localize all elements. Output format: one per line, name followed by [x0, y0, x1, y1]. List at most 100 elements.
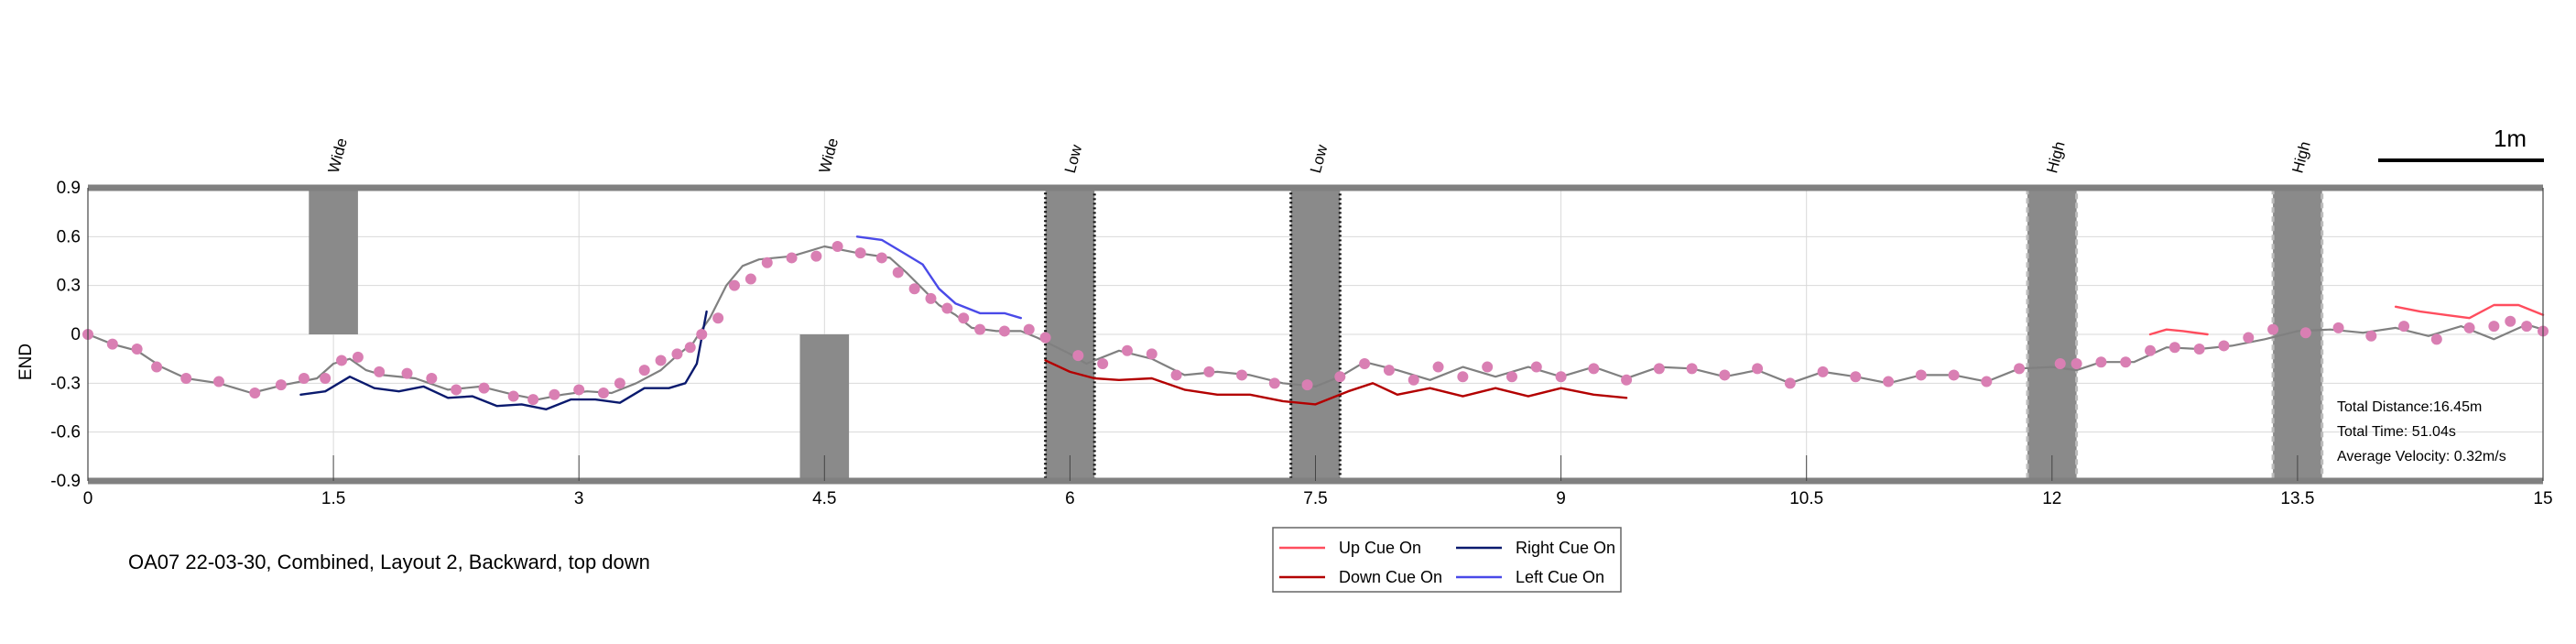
- sample-point: [810, 250, 822, 262]
- y-tick-label: 0.3: [57, 277, 81, 296]
- figure-caption: OA07 22-03-30, Combined, Layout 2, Backw…: [128, 551, 650, 573]
- obstacle-label-wide-1: Wide: [816, 136, 842, 175]
- x-tick-label: 0: [83, 489, 93, 508]
- obstacle-label-wide-0: Wide: [325, 136, 351, 175]
- sample-point: [352, 351, 364, 363]
- sample-point: [1236, 369, 1248, 381]
- y-tick-label: -0.3: [50, 374, 81, 393]
- sample-point: [786, 252, 798, 264]
- sample-point: [2243, 332, 2255, 344]
- obstacle-low-2: [1044, 186, 1096, 483]
- x-tick-label: 3: [574, 489, 584, 508]
- x-tick-label: 9: [1556, 489, 1566, 508]
- x-tick-label: 6: [1065, 489, 1075, 508]
- x-tick-label: 12: [2042, 489, 2061, 508]
- sample-point: [2430, 333, 2442, 345]
- sample-point: [2014, 363, 2026, 375]
- sample-point: [1408, 374, 1419, 386]
- sample-point: [2193, 344, 2205, 355]
- series-line-down-cue-on: [1044, 359, 1628, 406]
- obstacle-label-low-3: Low: [1307, 142, 1331, 175]
- sample-point: [1097, 358, 1109, 369]
- scale-bar-label: 1m: [2494, 125, 2527, 152]
- sample-point: [2168, 342, 2180, 354]
- legend: Up Cue On Right Cue On Down Cue On Left …: [1272, 527, 1622, 593]
- sample-point: [1588, 363, 1600, 375]
- series-line-left-cue-on: [855, 235, 1022, 320]
- sample-point: [1170, 369, 1182, 381]
- series-line-path: [86, 245, 2545, 401]
- sample-points: [82, 241, 2549, 406]
- sample-point: [212, 376, 224, 387]
- y-tick-label: 0.9: [57, 179, 81, 198]
- series-line-right-cue-on: [299, 310, 708, 410]
- sample-point: [1555, 371, 1567, 383]
- sample-point: [1883, 376, 1895, 387]
- sample-point: [1850, 371, 1862, 383]
- sample-point: [958, 312, 970, 324]
- sample-point: [1121, 344, 1133, 356]
- y-axis-label: END: [16, 344, 36, 380]
- sample-point: [2521, 321, 2533, 333]
- sample-point: [2299, 327, 2311, 339]
- sample-point: [908, 283, 920, 295]
- sample-point: [2505, 315, 2516, 327]
- sample-point: [549, 388, 560, 400]
- sample-point: [2218, 340, 2230, 352]
- x-tick-label: 7.5: [1303, 489, 1327, 508]
- sample-point: [1653, 363, 1665, 375]
- sample-point: [974, 323, 986, 335]
- legend-box: [1272, 527, 1622, 593]
- sample-point: [1752, 363, 1764, 375]
- sample-point: [1621, 374, 1633, 386]
- sample-point: [1719, 369, 1731, 381]
- stat-velocity: Average Velocity: 0.32m/s: [2337, 449, 2506, 464]
- sample-point: [1359, 358, 1371, 369]
- sample-point: [941, 302, 953, 314]
- sample-point: [1334, 371, 1346, 383]
- tick-labels: 0 1.5 3 4.5 6 7.5 9 10.5 12 13.5 15 0.9 0.6 0.3 0 -0.3 -…: [50, 179, 2552, 508]
- sample-point: [1023, 323, 1035, 335]
- sample-point: [1072, 350, 1084, 362]
- series-lines: [86, 235, 2545, 410]
- sample-point: [761, 257, 773, 268]
- sample-point: [998, 325, 1010, 337]
- y-tick-label: 0.6: [57, 227, 81, 246]
- sample-point: [298, 373, 310, 384]
- sample-point: [598, 387, 610, 398]
- sample-point: [892, 267, 904, 278]
- sample-point: [374, 366, 386, 377]
- sample-point: [451, 384, 462, 396]
- series-line-up-cue-on: [2394, 303, 2545, 320]
- sample-point: [1268, 377, 1280, 389]
- sample-point: [2365, 330, 2377, 342]
- sample-point: [1817, 366, 1829, 377]
- stat-distance: Total Distance:16.45m: [2337, 399, 2482, 415]
- sample-point: [180, 373, 192, 384]
- sample-point: [2267, 323, 2279, 335]
- sample-point: [712, 312, 724, 324]
- legend-label-down: Down Cue On: [1339, 568, 1442, 586]
- sample-point: [1915, 369, 1927, 381]
- sample-point: [1482, 361, 1494, 373]
- sample-point: [1457, 371, 1469, 383]
- x-tick-label: 15: [2533, 489, 2552, 508]
- sample-point: [275, 379, 287, 391]
- sample-point: [925, 292, 937, 304]
- sample-point: [1203, 366, 1215, 377]
- sample-point: [249, 387, 261, 398]
- sample-point: [1146, 348, 1158, 360]
- sample-point: [2398, 321, 2410, 333]
- stat-time: Total Time: 51.04s: [2337, 424, 2456, 440]
- sample-point: [1981, 376, 1993, 387]
- sample-point: [2463, 322, 2475, 333]
- obstacle-label-low-2: Low: [1061, 142, 1086, 175]
- x-tick-label: 13.5: [2280, 489, 2314, 508]
- sample-point: [320, 373, 332, 384]
- series-line-up-cue-on: [2148, 328, 2209, 336]
- obstacle-low-3: [1289, 186, 1342, 483]
- sample-point: [875, 252, 887, 264]
- sample-point: [831, 241, 843, 252]
- y-tick-label: -0.6: [50, 423, 81, 442]
